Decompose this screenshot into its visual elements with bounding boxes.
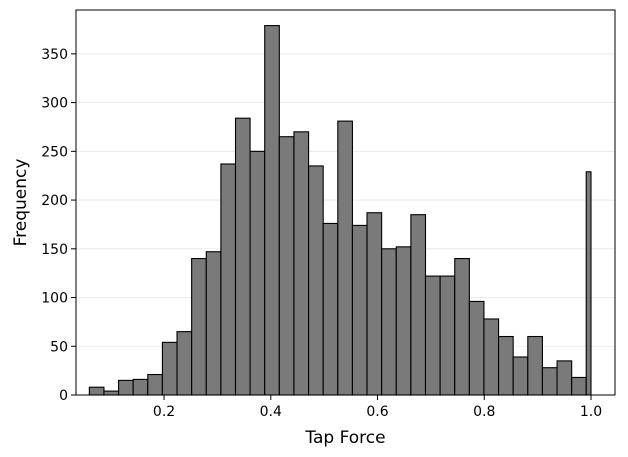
histogram-bar [556, 360, 573, 396]
histogram-bar [483, 318, 500, 396]
histogram-bar [234, 117, 251, 396]
histogram-bar [132, 378, 149, 396]
histogram-bar [337, 120, 353, 396]
y-tick-label: 0 [59, 388, 68, 404]
histogram-bar [264, 25, 280, 396]
histogram-bar [293, 131, 310, 396]
histogram-bar [395, 246, 412, 396]
histogram-bar [161, 341, 178, 396]
histogram-bar [103, 390, 120, 396]
y-axis-ticks: 0 50 100 150 200 250 300 350 [41, 47, 76, 404]
y-tick-label: 150 [41, 242, 68, 258]
y-axis-title: Frequency [11, 159, 31, 247]
histogram-bars [88, 25, 592, 396]
plot-frame [75, 9, 616, 396]
y-tick-label: 50 [50, 339, 68, 355]
x-tick-label: 0.2 [153, 404, 175, 420]
histogram-bar [88, 386, 105, 396]
histogram-bar [439, 275, 456, 396]
histogram-bar [585, 171, 592, 396]
x-axis-title: Tap Force [304, 428, 385, 448]
x-tick-label: 0.8 [473, 404, 495, 420]
y-tick-label: 100 [41, 291, 68, 307]
y-tick-label: 350 [41, 47, 68, 63]
histogram-bar [381, 248, 397, 396]
histogram-bar [118, 379, 134, 396]
histogram-bar [410, 214, 427, 396]
y-tick-label: 200 [41, 193, 68, 209]
y-tick-label: 250 [41, 144, 68, 160]
x-axis-ticks: 0.2 0.4 0.6 0.8 1.0 [153, 395, 602, 420]
histogram-bar [468, 300, 485, 396]
histogram-bar [205, 251, 222, 396]
histogram-bar [527, 335, 543, 396]
histogram-bar [278, 136, 295, 396]
x-tick-label: 1.0 [580, 404, 602, 420]
histogram-bar [191, 257, 207, 396]
histogram-bar [498, 335, 514, 396]
histogram-bar [512, 356, 529, 396]
x-tick-label: 0.6 [366, 404, 388, 420]
histogram-bar [308, 165, 324, 396]
histogram-bar [322, 222, 339, 396]
histogram-bar [147, 373, 163, 396]
histogram-bar [454, 257, 470, 396]
histogram-bar [541, 367, 558, 396]
histogram-bar [220, 163, 237, 396]
y-tick-label: 300 [41, 96, 68, 112]
histogram-bar [249, 150, 266, 396]
histogram-bar [351, 224, 368, 396]
histogram-bar [424, 275, 441, 396]
histogram-bar [366, 212, 383, 396]
histogram-bar [571, 376, 587, 396]
x-tick-label: 0.4 [260, 404, 282, 420]
histogram-bar [176, 331, 193, 396]
